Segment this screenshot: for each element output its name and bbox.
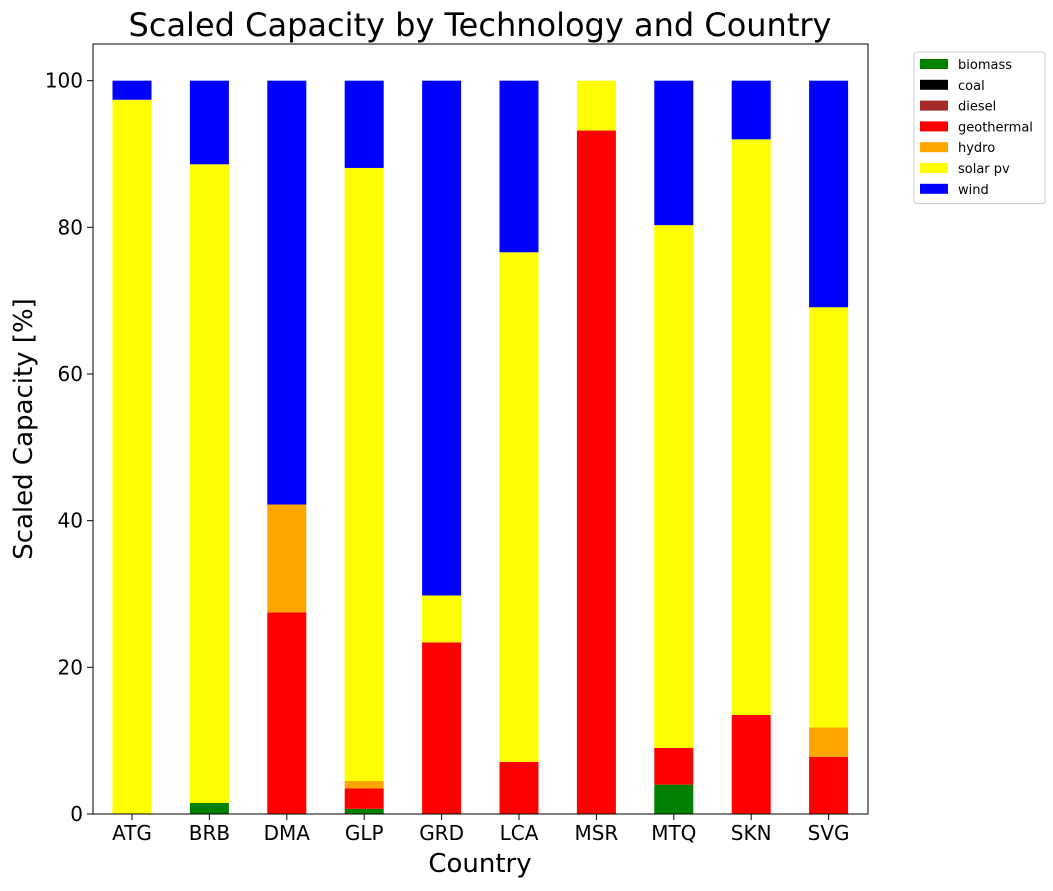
bar-segment-lca-geothermal — [499, 761, 539, 814]
y-tick-label: 40 — [58, 509, 83, 533]
legend-swatch-diesel — [920, 100, 948, 111]
x-tick-label-svg: SVG — [808, 821, 850, 845]
bar-segment-svg-hydro — [809, 727, 849, 757]
y-axis-ticks: 0 20 40 60 80 100 — [45, 69, 93, 826]
bar-segment-grd-wind — [422, 80, 462, 596]
bar-segment-dma-hydro — [267, 504, 307, 613]
bar-segment-dma-geothermal — [267, 612, 307, 814]
legend-swatch-coal — [920, 79, 948, 90]
x-tick-label-msr: MSR — [574, 821, 618, 845]
x-tick-label-dma: DMA — [264, 821, 311, 845]
x-tick-label-lca: LCA — [500, 821, 539, 845]
bar-segment-brb-solar-pv — [189, 164, 229, 803]
bar-segment-glp-solar-pv — [344, 167, 384, 781]
x-axis-label: Country — [428, 849, 531, 879]
y-tick-label: 0 — [70, 802, 83, 826]
bar-segment-mtq-geothermal — [654, 748, 694, 785]
bar-segment-mtq-wind — [654, 80, 694, 226]
x-tick-label-glp: GLP — [345, 821, 384, 845]
legend-label-wind: wind — [958, 183, 989, 198]
bar-segment-glp-wind — [344, 80, 384, 168]
bar-segment-skn-geothermal — [731, 715, 771, 814]
bar-segment-mtq-biomass — [654, 784, 694, 814]
bar-segment-atg-solar-pv — [112, 99, 152, 815]
legend-label-diesel: diesel — [958, 100, 996, 115]
legend-label-coal: coal — [958, 79, 985, 94]
legend: biomass coal diesel geothermal hydro solar pv… — [913, 51, 1046, 205]
x-tick-label-atg: ATG — [112, 821, 152, 845]
legend-label-geothermal: geothermal — [958, 120, 1033, 135]
bar-segment-lca-solar-pv — [499, 252, 539, 762]
bar-segment-atg-wind — [112, 80, 152, 100]
bar-segment-svg-geothermal — [809, 756, 849, 814]
x-axis-ticks: ATG BRB DMA GLP GRD LCA MSR MTQ SKN SVG — [112, 814, 850, 845]
bar-segment-mtq-solar-pv — [654, 225, 694, 748]
bar-segment-msr-solar-pv — [576, 80, 616, 131]
bar-segment-svg-solar-pv — [809, 307, 849, 728]
y-tick-label: 80 — [58, 215, 83, 239]
bar-segment-glp-hydro — [344, 781, 384, 789]
x-tick-label-brb: BRB — [189, 821, 230, 845]
bar-segment-svg-wind — [809, 80, 849, 308]
legend-swatch-geothermal — [920, 121, 948, 132]
y-tick-label: 100 — [45, 69, 83, 93]
bar-segment-brb-biomass — [189, 803, 229, 814]
bar-segment-lca-wind — [499, 80, 539, 253]
x-tick-label-skn: SKN — [731, 821, 772, 845]
legend-swatch-wind — [920, 183, 948, 194]
bar-segment-glp-geothermal — [344, 788, 384, 809]
bar-segment-dma-wind — [267, 80, 307, 505]
bar-segment-grd-solar-pv — [422, 595, 462, 643]
legend-label-hydro: hydro — [958, 141, 995, 156]
bar-segment-grd-geothermal — [422, 642, 462, 814]
legend-swatch-hydro — [920, 142, 948, 153]
legend-label-solar-pv: solar pv — [958, 162, 1010, 177]
y-axis-label: Scaled Capacity [%] — [9, 298, 39, 560]
bar-segment-msr-geothermal — [576, 130, 616, 814]
bars-group — [112, 80, 849, 815]
chart-title: Scaled Capacity by Technology and Countr… — [129, 6, 832, 44]
bar-segment-skn-solar-pv — [731, 139, 771, 715]
bar-segment-brb-wind — [189, 80, 229, 165]
legend-label-biomass: biomass — [958, 58, 1012, 73]
y-tick-label: 60 — [58, 362, 83, 386]
legend-swatch-biomass — [920, 59, 948, 69]
bar-segment-glp-biomass — [344, 808, 384, 814]
plot-frame — [92, 43, 869, 815]
x-tick-label-grd: GRD — [419, 821, 464, 845]
bar-segment-skn-wind — [731, 80, 771, 140]
x-tick-label-mtq: MTQ — [651, 821, 696, 845]
y-tick-label: 20 — [58, 655, 83, 679]
legend-swatch-solar-pv — [920, 163, 948, 173]
